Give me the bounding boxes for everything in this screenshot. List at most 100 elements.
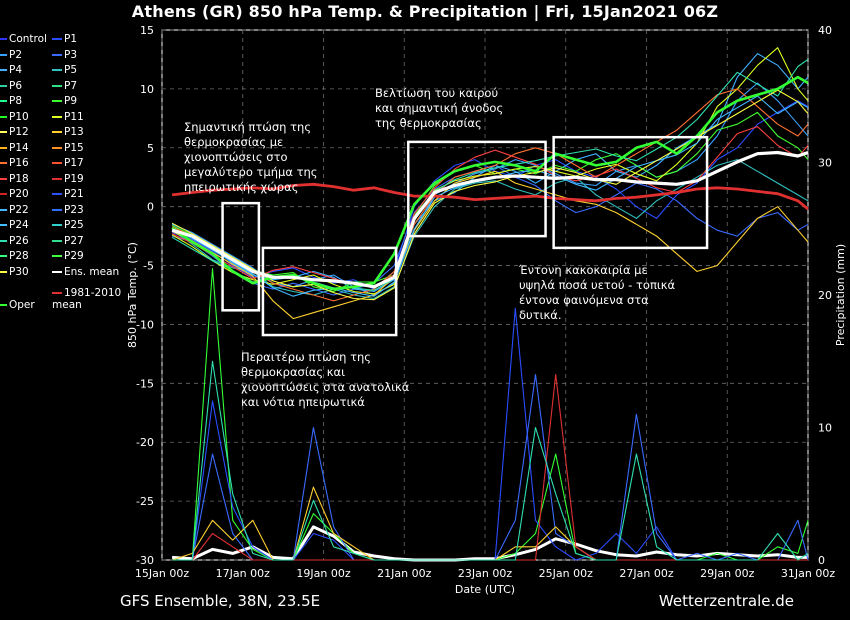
legend-label: P28	[9, 250, 29, 262]
x-axis-label: Date (UTC)	[455, 583, 515, 596]
legend-label: P4	[9, 64, 23, 76]
legend-swatch	[52, 270, 62, 273]
y-right-axis-label: Precipitation (mm)	[834, 244, 847, 346]
legend-item-p1: P1	[52, 33, 77, 45]
legend-item-p28: P28	[0, 250, 29, 262]
legend-label: 1981-2010 mean	[52, 287, 122, 311]
legend-item-p25: P25	[52, 219, 84, 231]
legend-swatch	[0, 224, 7, 226]
legend-item-p8: P8	[0, 95, 22, 107]
legend-item-p9: P9	[52, 95, 77, 107]
legend-label: P23	[64, 203, 84, 216]
legend-label: P17	[64, 157, 84, 169]
legend-item-p6: P6	[0, 80, 22, 92]
legend-item-p12: P12	[0, 126, 29, 138]
highlight-box-2	[261, 246, 398, 337]
legend-swatch	[52, 255, 62, 257]
y-left-tick-label: -15	[136, 377, 154, 390]
legend-item-climate-mean: 1981-2010 mean	[52, 287, 122, 311]
legend-item-p5: P5	[52, 64, 77, 76]
y-right-tick-label: 0	[818, 554, 825, 567]
legend-item-p14: P14	[0, 142, 29, 154]
x-tick-label: 17Jan 00z	[216, 567, 270, 580]
legend-label: P2	[9, 48, 23, 61]
legend-label: P27	[64, 234, 84, 247]
annotation-4: Έντονη κακοκαιρία με υψηλά ποσά υετού - …	[519, 263, 676, 322]
legend-swatch	[0, 115, 7, 118]
x-tick-label: 19Jan 00z	[296, 567, 350, 580]
legend-label: P24	[9, 219, 29, 231]
legend-swatch	[0, 53, 7, 56]
legend-item-p19: P19	[52, 173, 84, 185]
legend-swatch	[0, 38, 7, 40]
y-left-tick-label: -20	[136, 436, 154, 449]
y-left-tick-label: -30	[136, 554, 154, 567]
legend-swatch	[52, 224, 62, 226]
legend-swatch	[52, 53, 62, 56]
annotation-2: Περαιτέρω πτώση της θερμοκρασίας και χιο…	[241, 350, 410, 409]
legend-swatch	[52, 115, 62, 118]
footer-source: GFS Ensemble, 38N, 23.5E	[120, 592, 321, 610]
legend-item-p18: P18	[0, 173, 29, 185]
legend-item-p24: P24	[0, 219, 29, 231]
y-left-tick-label: -10	[136, 318, 154, 331]
legend-swatch	[0, 162, 7, 164]
legend-item-p4: P4	[0, 64, 22, 76]
y-left-tick-label: 10	[140, 83, 154, 96]
precip-line-p26	[172, 360, 809, 561]
y-right-tick-label: 20	[818, 289, 832, 302]
legend-swatch	[0, 208, 7, 211]
highlight-box-3	[407, 140, 547, 238]
x-tick-label: 21Jan 00z	[377, 567, 431, 580]
legend-item-p30: P30	[0, 266, 29, 278]
precip-line-oper	[172, 267, 809, 561]
legend-swatch	[52, 193, 62, 195]
legend-label: P18	[9, 172, 29, 185]
legend-item-p10: P10	[0, 111, 29, 123]
legend-item-oper: Oper	[0, 299, 35, 311]
legend-swatch	[52, 69, 62, 71]
chart-title: Athens (GR) 850 hPa Temp. & Precipitatio…	[131, 2, 719, 21]
footer-credit: Wetterzentrale.de	[658, 592, 794, 610]
legend-item-p2: P2	[0, 49, 22, 61]
legend-swatch	[0, 270, 7, 273]
legend-label: P12	[9, 126, 29, 138]
legend-swatch	[52, 131, 62, 133]
legend-label: P20	[9, 188, 29, 200]
legend-label: P19	[64, 172, 84, 185]
y-right-tick-label: 10	[818, 422, 832, 435]
x-tick-label: 29Jan 00z	[700, 567, 754, 580]
legend-item-p7: P7	[52, 80, 77, 92]
legend-item-p29: P29	[52, 250, 84, 262]
temp-line-p2	[171, 82, 809, 296]
legend-item-p27: P27	[52, 235, 84, 247]
y-left-tick-label: 15	[140, 24, 154, 37]
legend-swatch	[0, 255, 7, 257]
legend-label: P21	[64, 188, 84, 200]
legend-item-p21: P21	[52, 188, 84, 200]
temp-line-p18	[171, 126, 809, 288]
x-tick-label: 27Jan 00z	[619, 567, 673, 580]
legend-swatch	[0, 131, 7, 133]
legend-swatch	[52, 292, 62, 294]
y-right-tick-label: 30	[818, 157, 832, 170]
legend-label: P14	[9, 141, 29, 154]
legend-swatch	[52, 100, 62, 102]
legend-label: P5	[64, 64, 78, 76]
temp-line-ens-mean	[171, 150, 809, 289]
temp-line-p30	[171, 89, 809, 301]
temp-line-p5	[171, 159, 809, 300]
legend-label: P10	[9, 110, 29, 123]
legend-item-p20: P20	[0, 188, 29, 200]
legend-label: P30	[9, 265, 29, 278]
legend-item-p13: P13	[52, 126, 84, 138]
highlight-box-4	[552, 135, 709, 250]
legend-swatch	[52, 84, 62, 87]
legend-swatch	[0, 193, 7, 195]
legend-label: P25	[64, 219, 84, 231]
temp-line-p13	[171, 170, 809, 320]
legend-swatch	[0, 177, 7, 180]
y-left-tick-label: 0	[147, 201, 154, 214]
legend-label: Oper	[9, 299, 35, 311]
temp-line-1981-2010-mean	[171, 182, 809, 211]
